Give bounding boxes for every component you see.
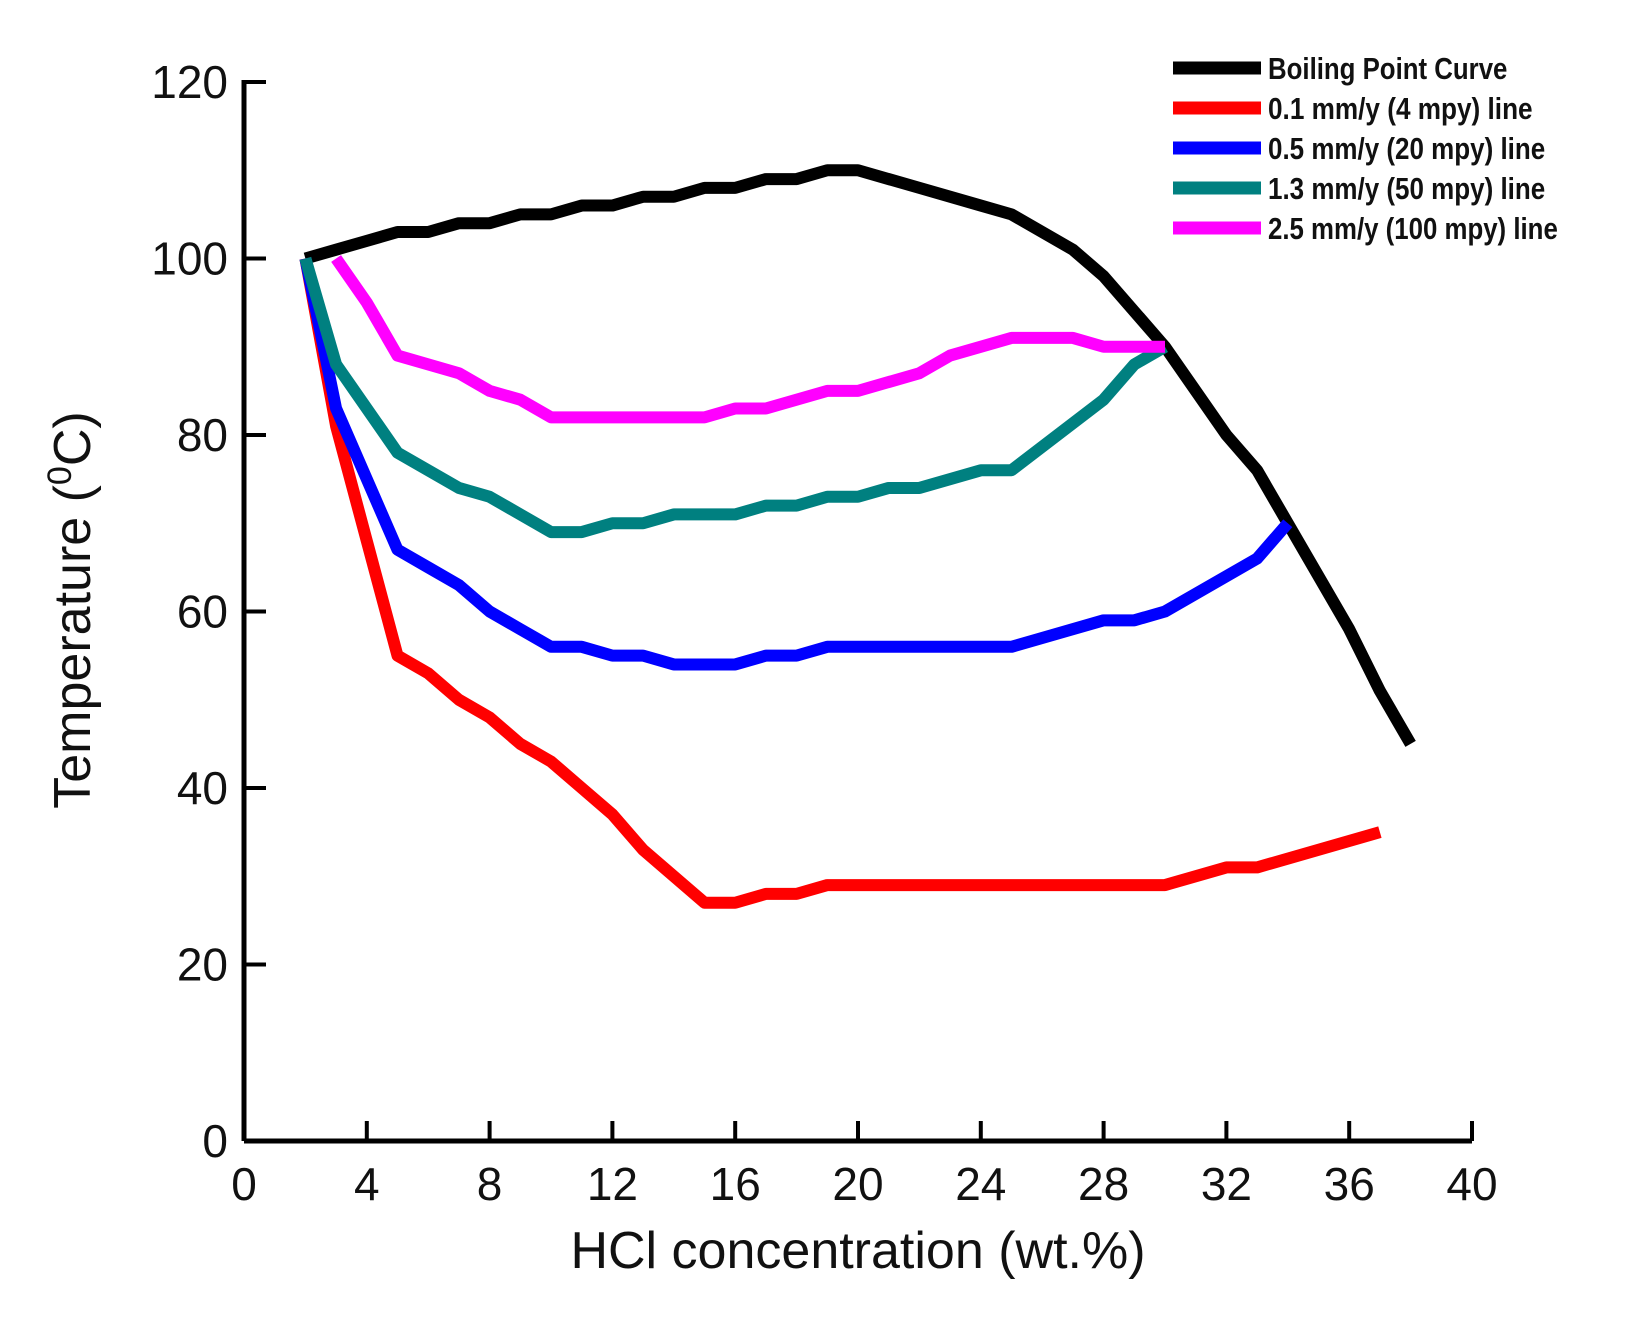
x-tick-label: 24: [955, 1158, 1006, 1210]
ticks: 0 4 8 12 16 20 24 28 32 36 40 0 20 40 60 80 100 120: [151, 56, 1497, 1210]
x-tick-label: 40: [1446, 1158, 1497, 1210]
series-layer: [299, 164, 1416, 909]
x-tick-label: 12: [587, 1158, 638, 1210]
y-tick-label: 120: [151, 56, 228, 108]
x-tick-label: 32: [1201, 1158, 1252, 1210]
x-axis-title: HCl concentration (wt.%): [570, 1222, 1145, 1280]
y-axis-title-sup: 0: [41, 466, 79, 485]
series-line-3: [299, 257, 1293, 671]
y-tick-label: 100: [151, 233, 228, 285]
legend-label: 2.5 mm/y (100 mpy) line: [1268, 211, 1558, 246]
x-tick-label: 36: [1324, 1158, 1375, 1210]
y-tick-label: 60: [177, 586, 228, 638]
legend-label: 0.1 mm/y (4 mpy) line: [1268, 91, 1533, 126]
y-tick-label: 40: [177, 762, 228, 814]
legend: Boiling Point Curve 0.1 mm/y (4 mpy) line…: [1173, 51, 1558, 246]
series-line-4: [299, 256, 1168, 539]
x-tick-label: 0: [231, 1158, 257, 1210]
y-axis-title-main: Temperature (: [44, 484, 102, 808]
legend-label: Boiling Point Curve: [1268, 51, 1507, 86]
x-tick-label: 4: [354, 1158, 380, 1210]
x-tick-label: 28: [1078, 1158, 1129, 1210]
x-tick-label: 8: [477, 1158, 503, 1210]
y-axis-title: Temperature (0C): [41, 411, 102, 808]
y-tick-label: 0: [202, 1115, 228, 1167]
series-line-1: [303, 164, 1416, 747]
x-tick-label: 20: [832, 1158, 883, 1210]
series-line-2: [299, 257, 1382, 909]
x-tick-label: 16: [710, 1158, 761, 1210]
y-axis-title-unit: C): [44, 411, 102, 466]
y-tick-label: 20: [177, 939, 228, 991]
y-tick-label: 80: [177, 409, 228, 461]
legend-label: 0.5 mm/y (20 mpy) line: [1268, 131, 1545, 166]
legend-label: 1.3 mm/y (50 mpy) line: [1268, 171, 1545, 206]
series-line-5: [331, 255, 1165, 424]
